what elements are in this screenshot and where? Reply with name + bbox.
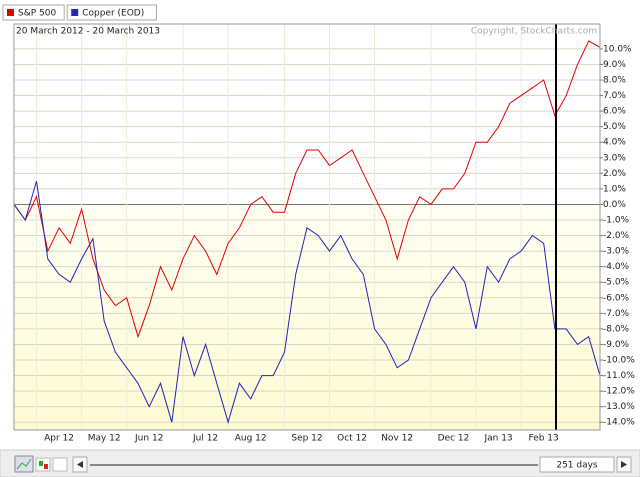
toolbar: 251 days — [0, 449, 640, 477]
y-tick-label: -2.0% — [603, 231, 630, 241]
series-line — [13, 40, 601, 339]
y-tick-label: -3.0% — [603, 247, 630, 257]
y-tick-label: 9.0% — [603, 60, 626, 70]
y-tick-label: -8.0% — [603, 324, 630, 334]
legend-box — [66, 4, 157, 21]
y-tick-label: 8.0% — [603, 76, 626, 86]
y-tick-label: 10.0% — [603, 44, 632, 54]
y-tick-label: -7.0% — [603, 309, 630, 319]
x-tick-label: Nov 12 — [381, 434, 413, 444]
legend-swatch — [71, 9, 79, 16]
y-tick-label: -14.0% — [603, 418, 635, 428]
x-tick-label: Jan 13 — [483, 434, 512, 444]
legend-swatch — [7, 9, 14, 16]
y-tick-label: -5.0% — [603, 278, 630, 288]
x-tick-label: Jun 12 — [134, 434, 163, 444]
grid — [14, 24, 603, 430]
copyright: Copyright, StockCharts.com — [471, 27, 597, 37]
legend-label: S&P 500 — [18, 9, 56, 19]
y-tick-label: 0.0% — [603, 200, 626, 210]
y-tick-label: 4.0% — [603, 138, 626, 148]
x-tick-label: Feb 13 — [529, 434, 559, 444]
candle-icon — [44, 464, 48, 469]
subtitle: 20 March 2012 - 20 March 2013 — [16, 27, 160, 37]
y-tick-label: -9.0% — [603, 340, 630, 350]
x-tick-label: Sep 12 — [291, 434, 322, 444]
legend: S&P 500 Copper (EOD) — [2, 4, 157, 21]
arrow-icon — [621, 461, 627, 468]
y-tick-label: -13.0% — [603, 402, 635, 412]
y-tick-label: -11.0% — [603, 371, 635, 381]
range-box[interactable] — [539, 456, 615, 473]
y-tick-label: -1.0% — [603, 216, 630, 226]
y-tick-label: 6.0% — [603, 107, 626, 117]
y-tick-label: 1.0% — [603, 184, 626, 194]
plot-background — [14, 24, 600, 430]
range-label: 251 days — [556, 461, 598, 471]
y-tick-label: 2.0% — [603, 169, 626, 179]
x-tick-label: Jul 12 — [192, 434, 218, 444]
candle-icon — [39, 461, 43, 466]
lower-bg — [14, 204, 600, 430]
x-tick-label: Oct 12 — [337, 434, 367, 444]
y-tick-label: -12.0% — [603, 387, 635, 397]
x-tick-label: Apr 12 — [44, 434, 74, 444]
y-tick-label: 3.0% — [603, 153, 626, 163]
toolbar-bg — [0, 449, 640, 477]
y-tick-label: -10.0% — [603, 356, 635, 366]
arrow-icon — [77, 461, 83, 468]
legend-label: Copper (EOD) — [82, 9, 144, 19]
line-icon — [16, 458, 32, 470]
fullscreen-button[interactable] — [52, 457, 68, 472]
plot-frame — [13, 23, 601, 431]
y-tick-label: -4.0% — [603, 262, 630, 272]
y-tick-label: 5.0% — [603, 122, 626, 132]
series-line — [13, 180, 601, 424]
x-tick-label: May 12 — [88, 434, 121, 444]
x-tick-label: Aug 12 — [235, 434, 267, 444]
upper-bg — [14, 24, 600, 205]
series-lines — [13, 40, 601, 424]
y-tick-label: 7.0% — [603, 91, 626, 101]
x-tick-label: Dec 12 — [438, 434, 470, 444]
legend-box — [2, 4, 65, 21]
y-tick-label: -6.0% — [603, 293, 630, 303]
